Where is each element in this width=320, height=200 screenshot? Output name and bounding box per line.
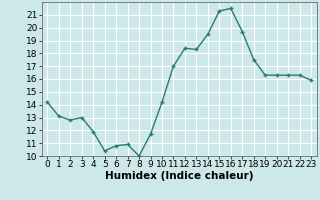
- X-axis label: Humidex (Indice chaleur): Humidex (Indice chaleur): [105, 171, 253, 181]
